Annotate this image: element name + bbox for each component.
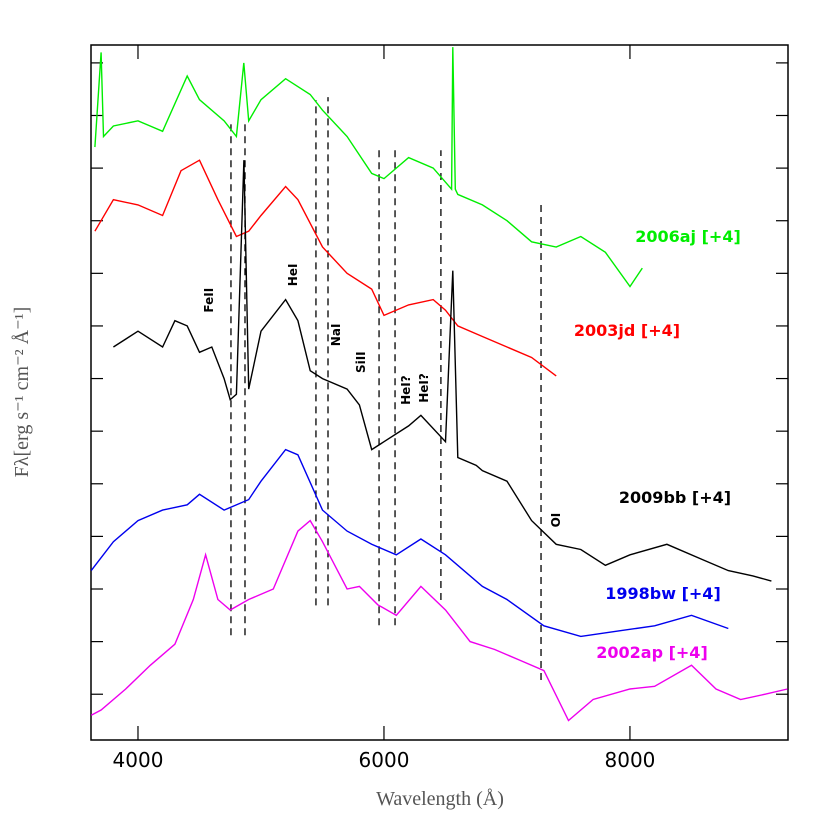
line-annotation: SiII — [354, 351, 368, 373]
series-label: 2003jd [+4] — [574, 321, 680, 340]
x-tick-label: 8000 — [605, 748, 656, 772]
line-annotation: HeI? — [417, 373, 431, 403]
line-annotation: FeII — [202, 288, 216, 313]
spectrum-line — [94, 159, 557, 377]
plot-frame — [90, 44, 789, 741]
line-annotation: HeI — [286, 264, 300, 287]
y-axis-label: Fλ[erg s⁻¹ cm⁻² Å⁻¹] — [11, 307, 33, 478]
spectrum-line — [90, 448, 729, 638]
x-axis-label: Wavelength (Å) — [376, 788, 504, 810]
line-annotation: NaI — [329, 324, 343, 347]
line-annotation: OI — [549, 513, 563, 528]
series-label: 2002ap [+4] — [596, 643, 708, 662]
spectrum-line — [113, 160, 772, 582]
series-label: 2006aj [+4] — [635, 227, 741, 246]
line-annotation: HeI? — [399, 375, 413, 405]
series-label: 1998bw [+4] — [605, 584, 721, 603]
x-tick-label: 4000 — [113, 748, 164, 772]
x-tick-label: 6000 — [359, 748, 410, 772]
series-label: 2009bb [+4] — [619, 488, 731, 507]
spectrum-line — [94, 47, 643, 288]
spectrum-line — [90, 519, 788, 722]
